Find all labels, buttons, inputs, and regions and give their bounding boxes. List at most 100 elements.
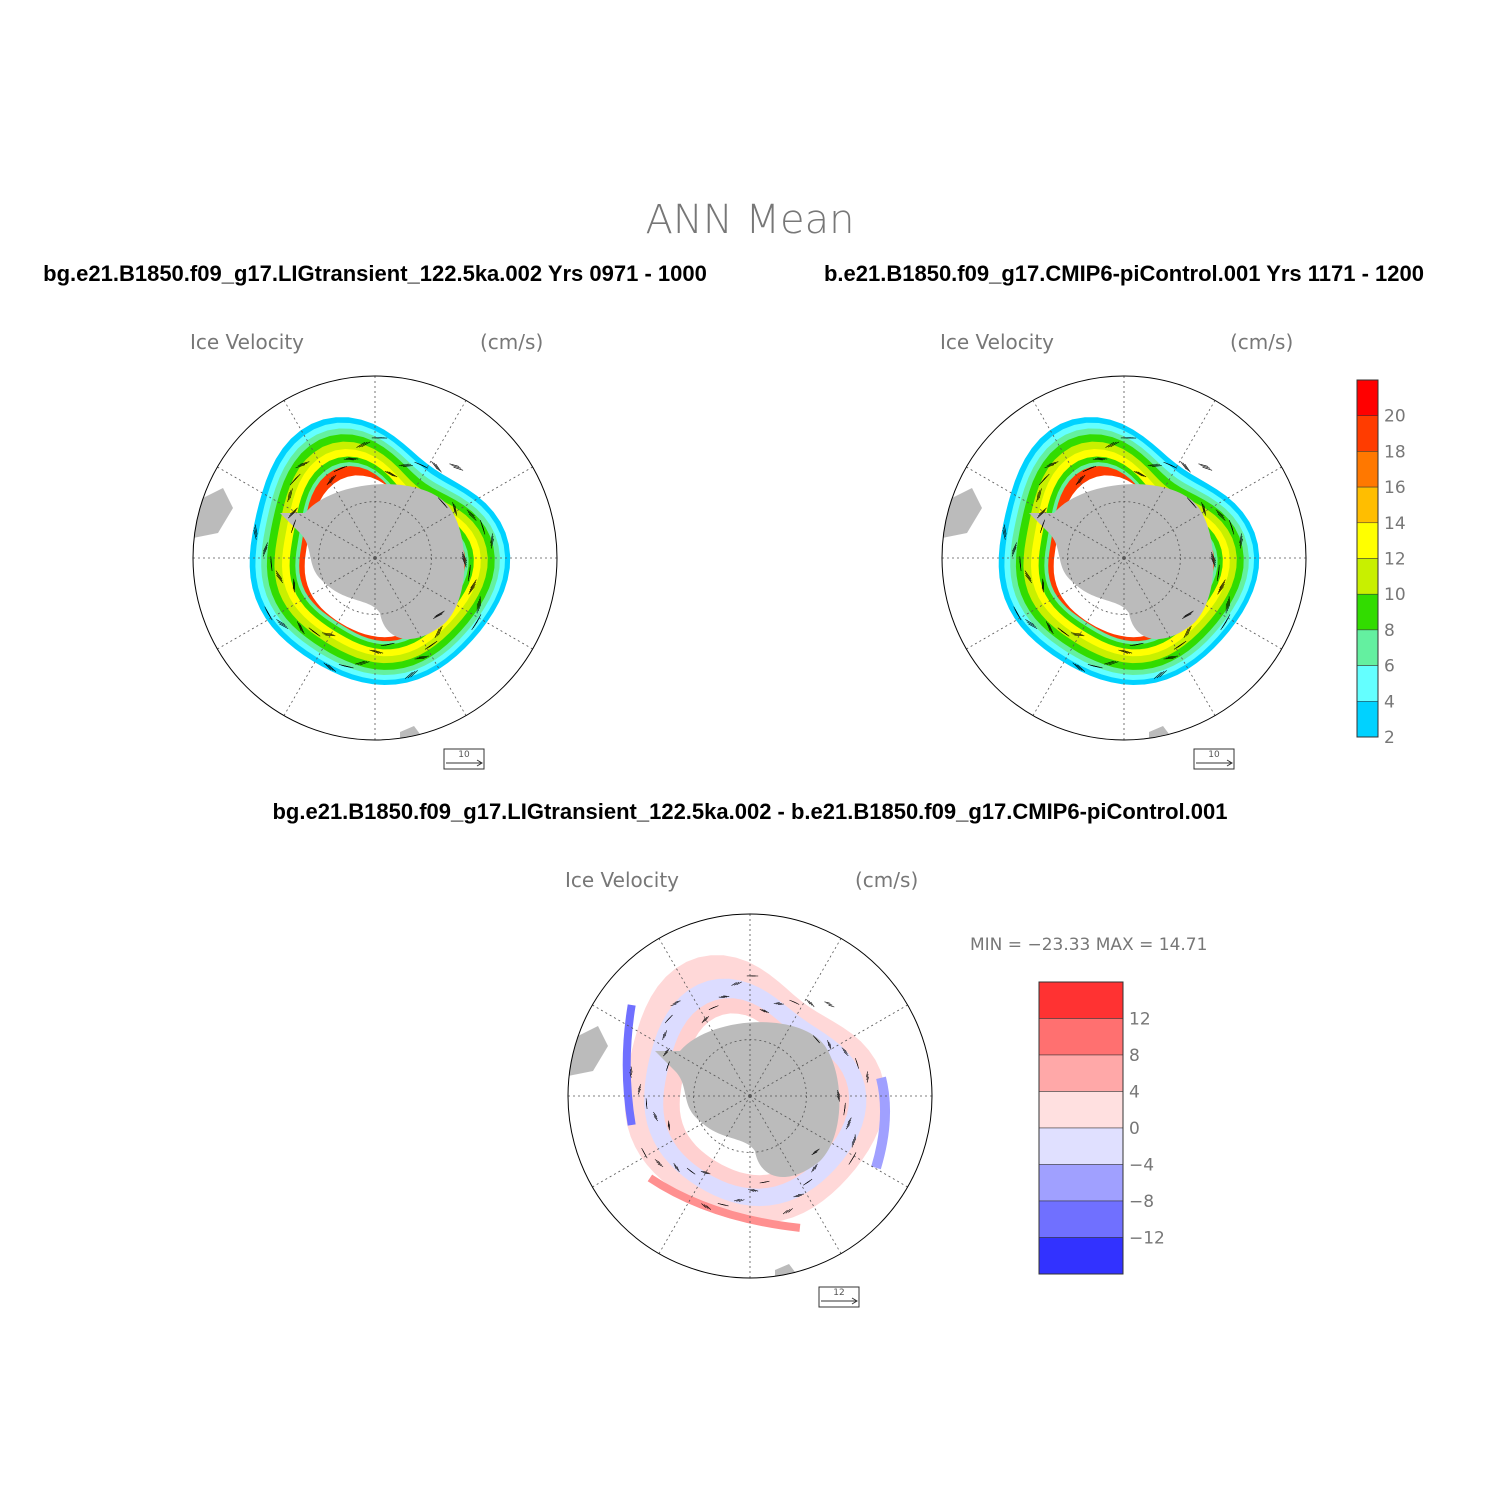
colorbar-swatch [1038,1237,1124,1275]
velocity-vector [653,1111,658,1117]
velocity-vector [761,1009,768,1013]
velocity-vector [723,995,730,997]
velocity-vector [630,1069,632,1076]
velocity-vector [846,1122,851,1128]
velocity-vector [480,519,484,530]
panel-right-units: (cm/s) [1230,330,1293,354]
colorbar-tick-label: 0 [1129,1119,1140,1139]
panel-diff-units: (cm/s) [855,868,918,892]
map-boundary-circle [192,375,558,741]
panel-right-label: Ice Velocity [940,330,1054,354]
velocity-vector [1202,466,1213,471]
velocity-vector [1137,471,1147,478]
velocity-vector [468,513,477,521]
colorbar-tick-label: 20 [1384,407,1406,427]
velocity-vector [266,611,273,621]
velocity-vector [386,471,396,477]
velocity-vector [675,1164,678,1171]
velocity-vector [288,490,292,501]
velocity-vector [1149,464,1160,467]
colorbar-tick-label: 16 [1384,478,1406,498]
velocity-vector [469,564,471,575]
velocity-vector [371,649,382,654]
velocity-vector [418,655,429,658]
velocity-vector [323,633,334,636]
velocity-vector [1216,511,1225,519]
ref-vector-diff-label: 12 [833,1288,844,1298]
velocity-vector [1040,523,1044,533]
colorbar-tick-label: 12 [1129,1010,1151,1030]
velocity-vector [1184,463,1191,473]
velocity-vector [1108,661,1119,666]
velocity-vector [1074,634,1085,637]
velocity-vector [1075,476,1082,486]
antarctica-landmass [280,484,465,640]
velocity-vector [1217,586,1224,595]
velocity-vector [466,509,475,517]
ref-vector-right-label: 10 [1208,750,1220,760]
panel-left-label: Ice Velocity [190,330,304,354]
velocity-vector [1202,503,1206,514]
velocity-vector [461,551,467,562]
velocity-vector [476,614,482,624]
velocity-vector [435,463,442,473]
velocity-vector [414,461,424,467]
velocity-vector [1070,632,1081,635]
colorbar-diff: 12 8 4 0 −4 −8 −12 [1038,981,1165,1275]
velocity-vector [428,640,438,648]
colorbar-frame [1356,379,1379,738]
velocity-vector [763,1009,769,1014]
velocity-vector [1038,507,1047,515]
velocity-vector [738,1199,745,1202]
velocity-vector [1218,564,1220,575]
velocity-vector [670,1003,677,1007]
velocity-vector [1177,640,1187,648]
velocity-vector [400,464,411,467]
velocity-vector [752,1189,759,1192]
velocity-vector [1026,621,1036,627]
meridian-line [374,557,467,716]
meridian-line [592,1095,751,1188]
velocity-vector [289,477,297,486]
velocity-vector [276,572,283,582]
meridian-line [374,557,533,650]
velocity-vector [788,1208,793,1213]
velocity-vector [837,1091,841,1098]
velocity-vector [814,1148,820,1153]
velocity-vector [431,461,438,470]
meridian-line [749,1004,908,1097]
velocity-vector [782,1209,788,1215]
velocity-vector [437,497,446,506]
ref-vector-diff: 12 [818,1286,860,1308]
velocity-vector [288,509,297,517]
velocity-vector [416,657,427,659]
velocity-vector [373,649,384,654]
colorbar-swatch [1356,629,1379,666]
colorbar-tick-label: 18 [1384,442,1406,462]
velocity-vector [664,1018,670,1024]
velocity-vector [356,441,366,448]
velocity-vector [1037,509,1046,517]
meridian-line [966,466,1125,559]
velocity-vector [1036,492,1039,503]
velocity-vector [807,1178,813,1183]
velocity-vector [813,1165,816,1172]
velocity-vector [328,664,337,672]
velocity-vector [1072,662,1081,670]
velocity-vector [811,1166,815,1173]
velocity-vector [866,1071,868,1078]
meridian-line [1123,557,1216,716]
velocity-vector [328,475,335,485]
velocity-vector [1211,555,1216,566]
velocity-vector [795,1195,802,1197]
velocity-vector [262,547,268,557]
velocity-vector [814,1163,818,1170]
velocity-vector [1187,625,1192,636]
velocity-vector [706,1205,712,1210]
sea-ice-diff-strong-negative [871,1076,891,1170]
velocity-vector [467,511,476,519]
velocity-vector [343,665,354,669]
velocity-vector [1215,509,1224,517]
velocity-vector [453,503,457,514]
velocity-vector [673,1162,677,1169]
